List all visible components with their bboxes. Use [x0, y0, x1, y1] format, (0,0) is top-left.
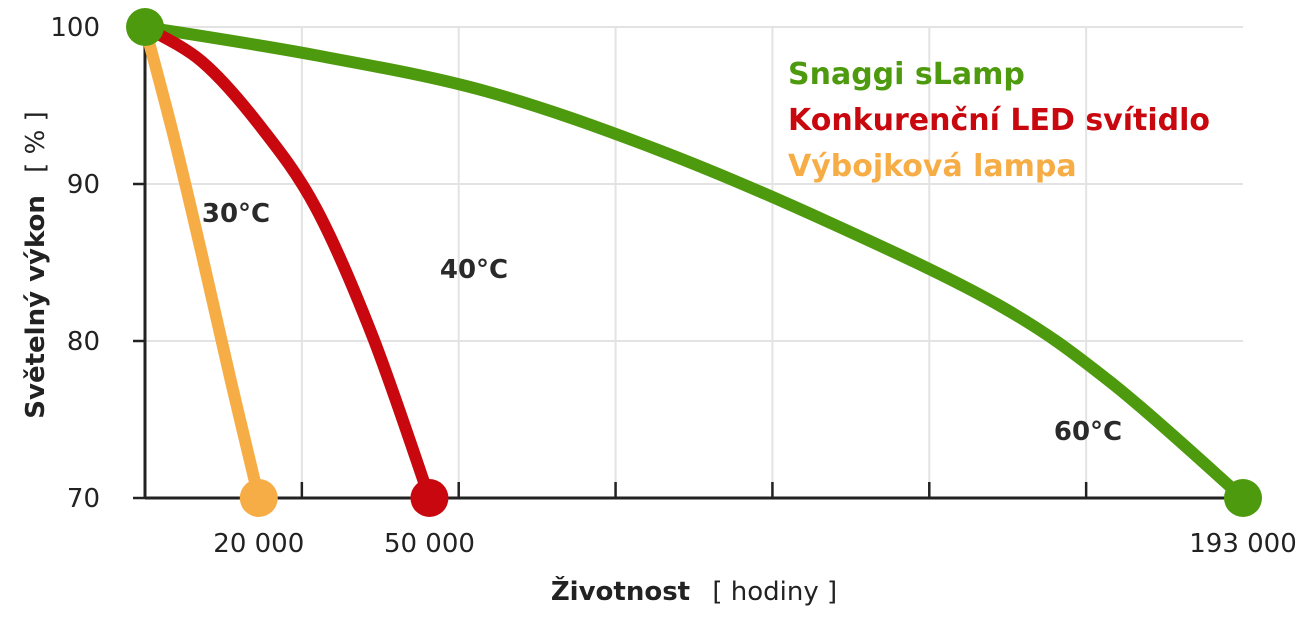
series-line-snaggi [139, 21, 1249, 504]
y-axis-title: Světelný výkon [ % ] [21, 111, 51, 418]
y-axis-title-main: Světelný výkon [21, 195, 51, 419]
x-axis-title: Životnost [ hodiny ] [551, 575, 837, 607]
series-end-point-led [410, 479, 449, 517]
x-tick-label: 20 000 [213, 529, 304, 559]
y-tick-label: 80 [67, 327, 100, 357]
series-lines [126, 8, 1262, 517]
tick-labels: 70 80 90 100 20 000 50 000 193 000 [50, 13, 1296, 559]
legend-entry-lamp: Výbojková lampa [788, 149, 1077, 184]
x-axis-title-main: Životnost [551, 575, 690, 607]
legend-entry-snaggi: Snaggi sLamp [788, 57, 1025, 92]
series-line-lamp [139, 21, 265, 504]
x-tick-label: 193 000 [1189, 529, 1297, 559]
grid [145, 26, 1243, 498]
legend-entry-led: Konkurenční LED svítidlo [788, 103, 1210, 138]
annotation-lamp: 30°C [202, 199, 270, 229]
y-tick-label: 100 [50, 13, 100, 43]
annotation-led: 40°C [440, 255, 508, 285]
x-tick-label: 50 000 [384, 529, 475, 559]
legend: Snaggi sLamp Konkurenční LED svítidlo Vý… [788, 57, 1210, 184]
y-tick-label: 70 [67, 484, 100, 514]
axes [133, 23, 1247, 500]
annotations: 60°C 40°C 30°C [202, 199, 1122, 447]
x-axis-title-unit: [ hodiny ] [712, 577, 837, 607]
series-end-point-lamp [239, 479, 278, 517]
y-axis-title-unit: [ % ] [21, 111, 51, 173]
series-end-point-snaggi [1224, 479, 1262, 517]
series-start-point [126, 8, 164, 46]
y-tick-label: 90 [67, 170, 100, 200]
annotation-snaggi: 60°C [1054, 417, 1122, 447]
series-line-led [139, 21, 436, 504]
